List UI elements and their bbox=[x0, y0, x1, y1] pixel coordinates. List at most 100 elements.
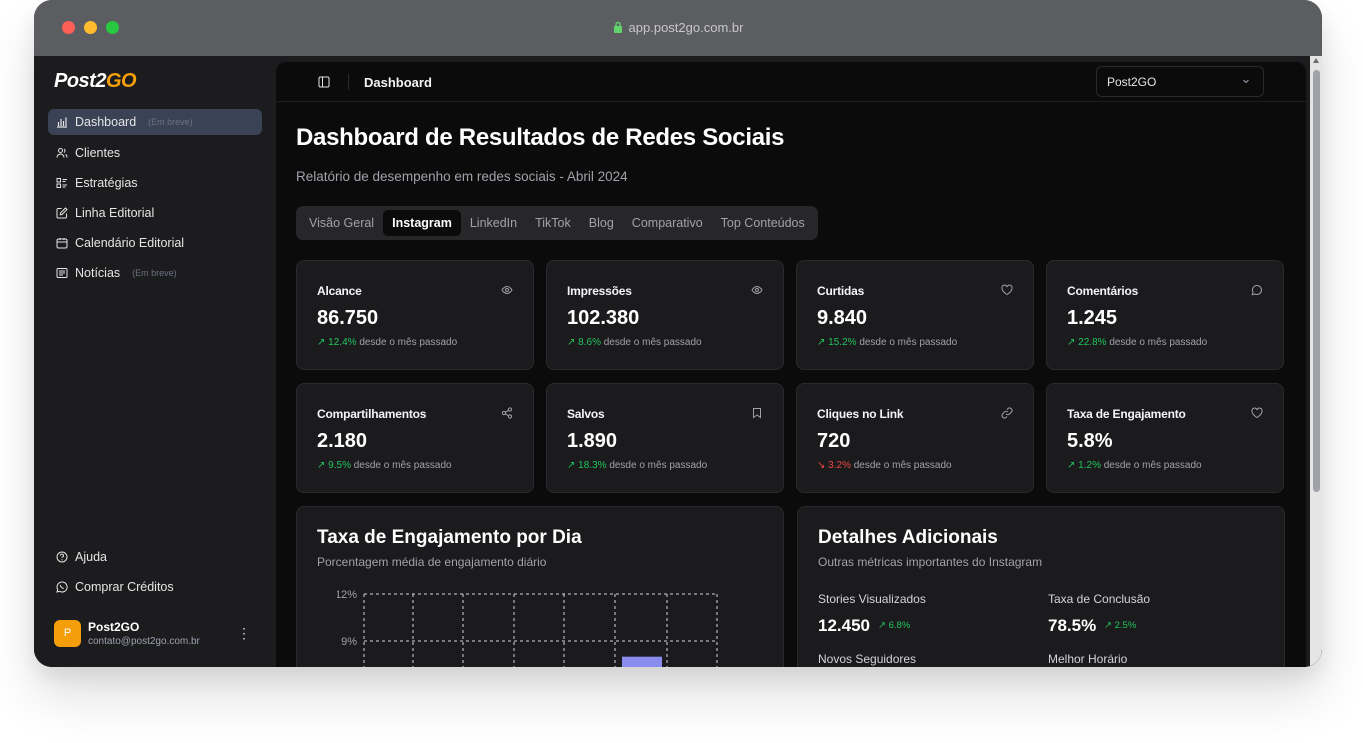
metric-label: Curtidas bbox=[817, 284, 865, 298]
share-icon bbox=[501, 407, 513, 419]
panel-subtitle: Outras métricas importantes do Instagram bbox=[818, 555, 1043, 569]
metric-change-value: 15.2% bbox=[828, 337, 857, 348]
metric-change-suffix: desde o mês passado bbox=[859, 337, 958, 348]
sidebar-item-ajuda[interactable]: Ajuda bbox=[48, 544, 262, 570]
logo-text: Post2 bbox=[54, 70, 106, 92]
metric-change-suffix: desde o mês passado bbox=[1109, 337, 1208, 348]
sidebar-item-noticias[interactable]: Notícias (Em breve) bbox=[48, 260, 262, 286]
trend-up-icon: ↗ bbox=[817, 337, 829, 348]
scroll-up-arrow[interactable] bbox=[1313, 58, 1319, 63]
users-icon bbox=[56, 148, 68, 158]
newspaper-icon bbox=[56, 268, 68, 278]
whatsapp-icon bbox=[56, 581, 68, 593]
tab-linkedin[interactable]: LinkedIn bbox=[469, 216, 518, 230]
comment-icon bbox=[1251, 284, 1262, 296]
detail-value: 12.450 bbox=[818, 616, 870, 635]
tab-visao-geral[interactable]: Visão Geral bbox=[309, 216, 375, 230]
panel-title: Detalhes Adicionais bbox=[818, 527, 998, 548]
metric-change-suffix: desde o mês passado bbox=[609, 460, 708, 471]
sidebar-item-calendario-editorial[interactable]: Calendário Editorial bbox=[48, 230, 262, 256]
url-text: app.post2go.com.br bbox=[628, 20, 744, 35]
address-bar[interactable]: app.post2go.com.br bbox=[34, 20, 1322, 35]
trend-up-icon: ↗ bbox=[1104, 620, 1115, 631]
detail-change-value: 2.5% bbox=[1114, 620, 1137, 631]
metric-change-value: 22.8% bbox=[1078, 337, 1107, 348]
minimize-window-button[interactable] bbox=[84, 21, 97, 34]
metric-change: ↗ 18.3% desde o mês passado bbox=[567, 460, 707, 471]
browser-window: app.post2go.com.br Post2GO Dashboard (Em… bbox=[34, 0, 1322, 667]
metric-change-value: 12.4% bbox=[328, 337, 357, 348]
metric-label: Compartilhamentos bbox=[317, 407, 427, 421]
trend-up-icon: ↗ bbox=[878, 620, 889, 631]
detail-change-value: 6.8% bbox=[888, 620, 911, 631]
chart-bars bbox=[622, 656, 662, 667]
tab-top-conteudos[interactable]: Top Conteúdos bbox=[720, 216, 805, 230]
close-window-button[interactable] bbox=[62, 21, 75, 34]
metric-change: ↗ 15.2% desde o mês passado bbox=[817, 337, 957, 348]
metric-change: ↘ 3.2% desde o mês passado bbox=[817, 460, 952, 471]
detail-label: Novos Seguidores bbox=[818, 652, 917, 666]
tab-blog[interactable]: Blog bbox=[588, 216, 614, 230]
sidebar-item-dashboard[interactable]: Dashboard (Em breve) bbox=[48, 109, 262, 135]
engagement-chart-panel: Taxa de Engajamento por Dia Porcentagem … bbox=[296, 506, 784, 667]
account-select[interactable]: Post2GO bbox=[1096, 66, 1264, 97]
sidebar-toggle-icon[interactable] bbox=[318, 76, 330, 88]
sidebar-item-label: Estratégias bbox=[75, 176, 138, 190]
sidebar-item-linha-editorial[interactable]: Linha Editorial bbox=[48, 200, 262, 226]
avatar: P bbox=[54, 620, 81, 647]
detail-value: 78.5% bbox=[1048, 616, 1097, 635]
sidebar-item-label: Ajuda bbox=[75, 550, 107, 564]
detail-label: Melhor Horário bbox=[1048, 652, 1128, 666]
metric-value: 2.180 bbox=[317, 430, 368, 452]
metric-change: ↗ 1.2% desde o mês passado bbox=[1067, 460, 1202, 471]
detail-label: Taxa de Conclusão bbox=[1048, 592, 1151, 606]
detail-label: Stories Visualizados bbox=[818, 592, 926, 606]
metric-card-curtidas: Curtidas 9.840 ↗ 15.2% desde o mês passa… bbox=[796, 260, 1034, 370]
tab-comparativo[interactable]: Comparativo bbox=[631, 216, 703, 230]
metric-label: Cliques no Link bbox=[817, 407, 904, 421]
sidebar-item-label: Clientes bbox=[75, 146, 121, 160]
details-panel: Detalhes Adicionais Outras métricas impo… bbox=[797, 506, 1285, 667]
metric-label: Taxa de Engajamento bbox=[1067, 407, 1186, 421]
metric-card-cliques-no-link: Cliques no Link 720 ↘ 3.2% desde o mês p… bbox=[796, 383, 1034, 493]
metric-value: 1.245 bbox=[1067, 307, 1118, 329]
more-vertical-icon[interactable]: ⋮ bbox=[237, 625, 251, 641]
page-title: Dashboard de Resultados de Redes Sociais bbox=[296, 124, 785, 151]
detail-change: ↗ 6.8% bbox=[878, 620, 910, 631]
metric-change-suffix: desde o mês passado bbox=[1103, 460, 1202, 471]
metric-change-suffix: desde o mês passado bbox=[853, 460, 952, 471]
tab-tiktok[interactable]: TikTok bbox=[535, 216, 571, 230]
topbar: Dashboard Post2GO bbox=[276, 62, 1306, 102]
chevron-down-icon bbox=[1243, 79, 1249, 84]
trend-up-icon: ↗ bbox=[567, 460, 579, 471]
metric-value: 102.380 bbox=[567, 307, 640, 329]
heart-icon bbox=[1001, 284, 1013, 296]
maximize-window-button[interactable] bbox=[106, 21, 119, 34]
chart-icon bbox=[57, 117, 67, 128]
metric-label: Alcance bbox=[317, 284, 362, 298]
y-tick-label: 12% bbox=[337, 589, 357, 601]
metric-card-taxa-de-engajamento: Taxa de Engajamento 5.8% ↗ 1.2% desde o … bbox=[1046, 383, 1284, 493]
divider bbox=[348, 74, 349, 90]
tab-instagram[interactable]: Instagram bbox=[383, 210, 461, 236]
sidebar-item-label: Comprar Créditos bbox=[75, 580, 174, 594]
logo[interactable]: Post2GO bbox=[54, 70, 137, 93]
sidebar-item-clientes[interactable]: Clientes bbox=[48, 140, 262, 166]
metric-change: ↗ 8.6% desde o mês passado bbox=[567, 337, 702, 348]
metric-label: Salvos bbox=[567, 407, 605, 421]
lock-icon bbox=[613, 21, 622, 33]
scrollbar-thumb[interactable] bbox=[1313, 70, 1320, 492]
sidebar-item-comprar-creditos[interactable]: Comprar Créditos bbox=[48, 574, 262, 600]
metric-change: ↗ 12.4% desde o mês passado bbox=[317, 337, 457, 348]
metric-change-value: 3.2% bbox=[828, 460, 851, 471]
trend-up-icon: ↗ bbox=[1067, 337, 1079, 348]
user-profile[interactable]: P Post2GO contato@post2go.com.br ⋮ bbox=[54, 618, 259, 650]
y-tick-label: 9% bbox=[341, 636, 357, 648]
trend-up-icon: ↗ bbox=[1067, 460, 1079, 471]
metric-card-alcance: Alcance 86.750 ↗ 12.4% desde o mês passa… bbox=[296, 260, 534, 370]
metric-card-impressoes: Impressões 102.380 ↗ 8.6% desde o mês pa… bbox=[546, 260, 784, 370]
eye-icon bbox=[501, 285, 513, 295]
trend-up-icon: ↗ bbox=[317, 337, 329, 348]
sidebar-item-estrategias[interactable]: Estratégias bbox=[48, 170, 262, 196]
metric-change-value: 18.3% bbox=[578, 460, 607, 471]
